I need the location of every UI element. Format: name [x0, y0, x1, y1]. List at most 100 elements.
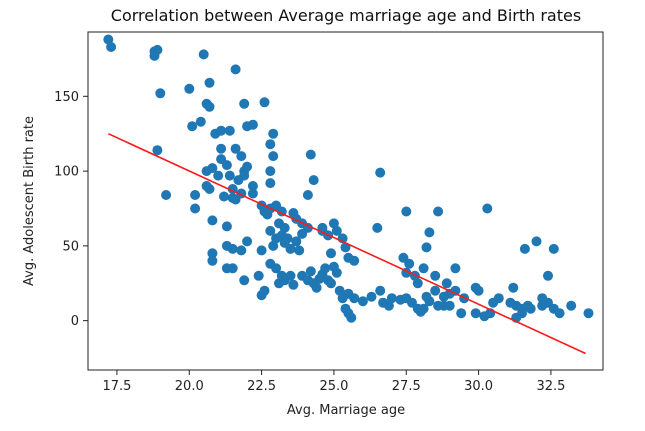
data-point — [421, 291, 432, 302]
data-point — [404, 258, 415, 269]
data-point — [247, 188, 258, 199]
x-tick-label: 17.5 — [102, 379, 131, 394]
data-point — [207, 215, 218, 226]
data-point — [305, 149, 316, 160]
data-point — [184, 83, 195, 94]
data-point — [227, 243, 238, 254]
data-point — [375, 285, 386, 296]
data-point — [543, 270, 553, 281]
data-point — [372, 222, 383, 233]
data-point — [247, 181, 258, 191]
chart-title: Correlation between Average marriage age… — [111, 6, 581, 25]
x-axis: 17.5 20.0 22.5 25.0 27.5 30.0 32.5 — [102, 370, 565, 394]
data-point — [268, 151, 279, 162]
x-tick-label: 27.5 — [392, 379, 421, 394]
data-point — [531, 236, 542, 247]
y-tick-label: 50 — [62, 239, 79, 254]
data-point — [216, 143, 227, 154]
data-point — [430, 270, 441, 281]
x-tick-label: 32.5 — [536, 379, 565, 394]
data-point — [210, 128, 221, 139]
regression-line-layer — [107, 132, 586, 355]
y-axis-title: Avg. Adolescent Birth rate — [22, 116, 37, 286]
data-point — [470, 308, 481, 319]
data-point — [517, 308, 527, 319]
data-point — [349, 255, 360, 266]
data-point — [349, 293, 360, 304]
data-point — [242, 236, 253, 247]
data-point — [279, 222, 290, 233]
data-point — [242, 161, 253, 172]
data-point — [253, 270, 264, 281]
data-point — [227, 263, 238, 274]
data-point — [311, 282, 322, 293]
y-axis: 0 50 100 150 — [54, 90, 88, 329]
data-point — [155, 88, 166, 99]
data-point — [297, 228, 308, 239]
data-point — [268, 240, 279, 251]
data-point — [401, 206, 412, 217]
data-point — [152, 145, 163, 156]
data-point — [265, 139, 276, 150]
data-point — [149, 50, 160, 61]
data-point — [224, 170, 235, 181]
data-point — [331, 267, 342, 278]
x-tick-label: 30.0 — [464, 379, 493, 394]
data-point — [239, 275, 250, 286]
data-point — [190, 190, 201, 200]
data-point — [265, 225, 276, 236]
data-point — [288, 279, 299, 290]
data-point — [508, 282, 519, 293]
data-point — [456, 308, 467, 319]
data-point — [161, 190, 172, 200]
axes-frame — [87, 31, 604, 371]
data-point — [554, 308, 565, 319]
data-point — [328, 218, 339, 229]
data-point — [294, 245, 305, 256]
data-point — [493, 293, 504, 304]
y-tick-label: 150 — [54, 90, 79, 105]
data-point — [302, 190, 313, 200]
data-point — [566, 300, 577, 311]
data-point — [207, 248, 218, 259]
data-point — [285, 270, 296, 281]
data-point — [276, 230, 287, 241]
data-point — [375, 167, 386, 178]
data-point — [525, 303, 536, 314]
data-point — [357, 296, 368, 307]
data-point — [421, 242, 432, 253]
data-point — [271, 263, 282, 274]
data-point — [418, 263, 429, 274]
data-point — [265, 166, 276, 177]
y-tick-label: 100 — [54, 165, 79, 180]
data-point — [412, 278, 423, 289]
data-point — [187, 121, 198, 132]
data-point — [256, 245, 267, 256]
data-point — [291, 236, 302, 247]
data-point — [106, 42, 117, 52]
data-point — [331, 225, 342, 236]
data-point — [537, 293, 548, 304]
data-point — [326, 248, 336, 259]
data-point — [204, 184, 215, 194]
data-point — [418, 303, 429, 314]
data-point — [383, 300, 394, 311]
data-point — [204, 101, 215, 112]
data-point — [259, 97, 270, 108]
data-point — [285, 243, 296, 254]
data-point — [198, 49, 209, 60]
data-point — [583, 308, 594, 319]
data-point — [239, 170, 250, 181]
data-point — [224, 125, 235, 136]
data-point — [265, 178, 276, 189]
data-point — [320, 263, 331, 274]
data-point — [519, 243, 530, 254]
data-point — [221, 221, 232, 232]
regression-line — [107, 132, 586, 355]
data-point — [236, 245, 247, 256]
data-point — [366, 291, 377, 302]
data-point — [219, 191, 229, 202]
x-tick-label: 22.5 — [247, 379, 276, 394]
data-point — [548, 243, 559, 254]
data-points — [103, 34, 594, 323]
